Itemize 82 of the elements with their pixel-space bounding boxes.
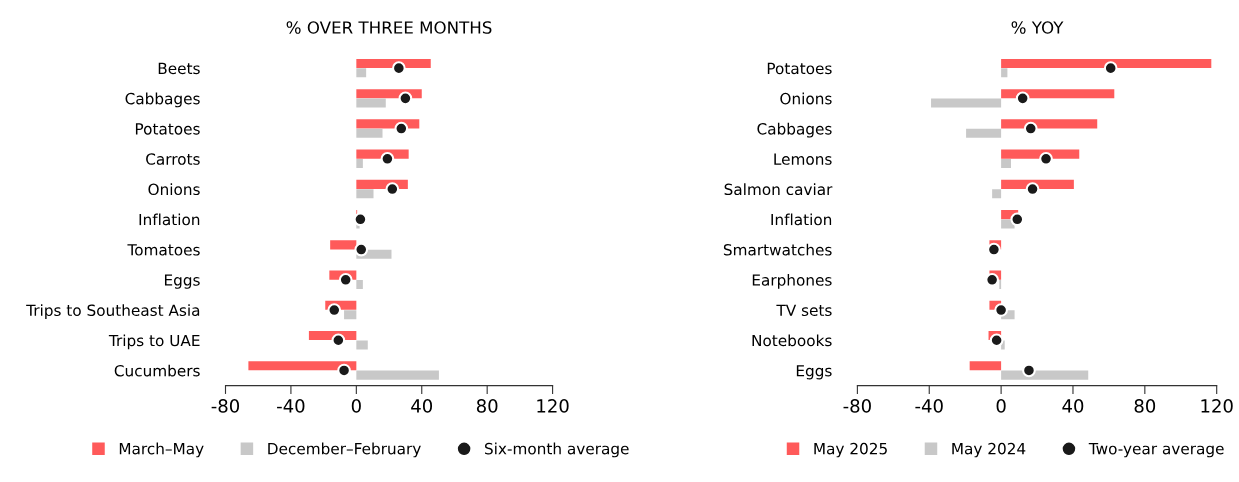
bar — [356, 340, 368, 350]
point — [987, 242, 1001, 257]
chart-title: % YOY — [1011, 21, 1064, 34]
point — [385, 182, 400, 196]
x-tick-label: 0 — [351, 399, 361, 413]
bar — [356, 158, 363, 169]
point — [1025, 182, 1040, 196]
y-tick-label: Eggs — [164, 274, 200, 289]
point — [338, 272, 353, 287]
legend-label: December–February — [268, 442, 421, 458]
point — [353, 212, 368, 227]
x-tick-label: 120 — [537, 399, 569, 413]
bar — [1001, 119, 1098, 129]
bar — [966, 128, 1002, 138]
point — [1023, 121, 1038, 136]
bar — [344, 310, 357, 320]
y-tick-label: Trips to Southeast Asia — [26, 304, 200, 319]
point — [994, 303, 1008, 317]
point — [380, 151, 395, 166]
y-tick-label: Tomatoes — [127, 244, 200, 256]
y-tick-label: Salmon caviar — [724, 183, 833, 196]
y-tick-label: Onions — [148, 183, 200, 196]
point — [1022, 363, 1036, 378]
chart-title: % OVER THREE MONTHS — [286, 21, 492, 34]
bar — [356, 189, 374, 199]
bar — [356, 98, 386, 108]
x-tick-label: 80 — [1134, 399, 1156, 413]
y-tick-label: Notebooks — [752, 334, 832, 347]
y-tick-label: Onions — [780, 92, 832, 105]
y-tick-label: Beets — [158, 62, 200, 75]
x-tick-label: 120 — [1201, 399, 1233, 413]
y-tick-label: Cabbages — [757, 122, 832, 138]
legend-label: March–May — [119, 442, 204, 458]
y-tick-label: Inflation — [139, 213, 200, 226]
x-tick-label: 80 — [476, 399, 498, 413]
bar — [248, 361, 357, 371]
x-tick-label: 40 — [411, 399, 433, 413]
bar — [356, 279, 363, 290]
point — [398, 91, 413, 106]
bar — [969, 361, 1002, 371]
bar — [330, 240, 357, 250]
x-tick-label: -40 — [277, 399, 305, 413]
point — [337, 363, 351, 378]
y-tick-label: Earphones — [752, 273, 832, 289]
x-tick-label: 0 — [996, 399, 1006, 413]
point — [985, 272, 999, 287]
x-tick-label: -80 — [211, 399, 240, 413]
x-tick-label: -40 — [915, 399, 943, 413]
bar — [356, 128, 383, 138]
point — [392, 61, 406, 75]
point — [1039, 151, 1053, 166]
point — [394, 121, 409, 136]
y-tick-label: Carrots — [146, 153, 200, 165]
y-tick-label: Potatoes — [767, 62, 832, 75]
y-tick-label: Cabbages — [125, 92, 200, 108]
legend-label: May 2025 — [814, 442, 887, 458]
y-tick-label: Potatoes — [135, 123, 200, 135]
bar — [356, 68, 367, 78]
x-tick-label: -80 — [843, 399, 871, 413]
y-tick-label: Eggs — [796, 365, 832, 380]
y-tick-label: Lemons — [774, 153, 832, 165]
y-tick-label: TV sets — [776, 304, 832, 317]
bar — [992, 189, 1002, 199]
x-tick-label: 40 — [1062, 399, 1084, 413]
bar — [931, 98, 1002, 108]
point — [1103, 61, 1118, 75]
bar — [356, 370, 439, 380]
y-tick-label: Trips to UAE — [108, 334, 200, 350]
point — [354, 242, 369, 257]
legend-label: Six-month average — [484, 442, 629, 458]
point — [1015, 91, 1030, 106]
y-tick-label: Inflation — [771, 213, 832, 226]
legend-label: Two-year average — [1088, 443, 1224, 458]
y-tick-label: Smartwatches — [723, 243, 832, 256]
point — [327, 303, 342, 317]
bar — [1001, 370, 1089, 380]
bar — [1001, 58, 1212, 68]
bar — [1001, 89, 1115, 99]
bar — [1001, 68, 1008, 78]
y-tick-label: Cucumbers — [114, 364, 200, 377]
legend-label: May 2024 — [952, 442, 1026, 458]
bar — [1001, 158, 1011, 169]
